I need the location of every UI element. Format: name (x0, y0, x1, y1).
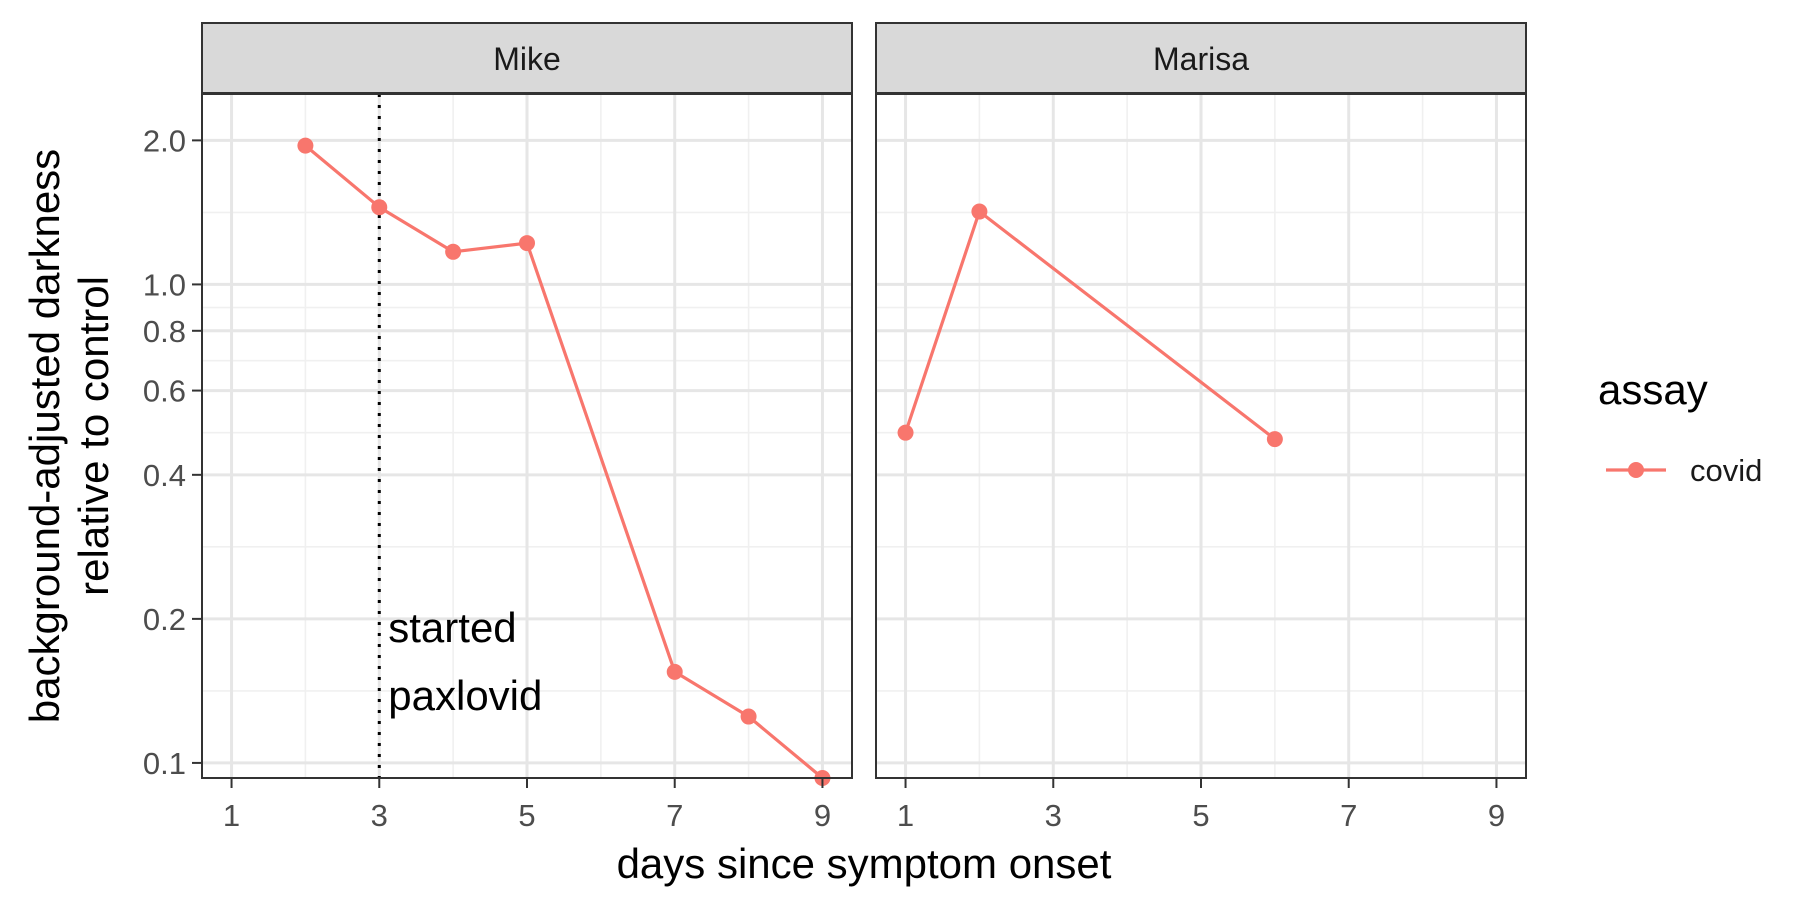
x-tick-label: 5 (1192, 798, 1209, 833)
legend-title: assay (1598, 366, 1708, 413)
x-axis-title: days since symptom onset (617, 840, 1112, 887)
y-tick-label: 0.4 (143, 458, 186, 493)
data-point (519, 235, 535, 252)
facet-strip-label: Marisa (1153, 41, 1249, 77)
facet-panel-marisa: Marisa 1 3 5 7 9 (875, 22, 1527, 833)
x-tick-label: 5 (518, 798, 535, 833)
x-tick-label: 7 (666, 798, 683, 833)
data-point (740, 708, 757, 725)
data-point (1266, 431, 1283, 448)
data-point (971, 203, 988, 220)
legend-label: covid (1690, 453, 1762, 488)
y-tick-label: 0.1 (143, 746, 186, 781)
data-point (897, 424, 914, 441)
data-point (666, 663, 683, 680)
y-tick-label: 1.0 (143, 267, 186, 302)
data-point (371, 199, 388, 216)
x-tick-label: 7 (1340, 798, 1357, 833)
x-tick-label: 9 (814, 798, 831, 833)
annotation-text: started (388, 604, 516, 651)
data-point (445, 243, 462, 260)
x-tick-label: 3 (1045, 798, 1062, 833)
x-tick-label: 9 (1488, 798, 1505, 833)
y-tick-label: 0.6 (143, 374, 186, 409)
facet-panel-mike: started paxlovid Mike 1 3 5 7 9 (201, 22, 853, 833)
data-point (297, 137, 314, 154)
facet-strip-label: Mike (493, 41, 561, 77)
x-tick-label: 1 (897, 798, 914, 833)
x-tick-label: 3 (371, 798, 388, 833)
y-axis-title: background-adjusted darkness (21, 149, 68, 723)
y-tick-label: 0.8 (143, 314, 186, 349)
x-tick-label: 1 (223, 798, 240, 833)
facet-strip (875, 22, 1527, 94)
y-axis-title: relative to control (70, 276, 117, 596)
legend: assay covid (1598, 366, 1762, 488)
y-tick-label: 2.0 (143, 123, 186, 158)
y-tick-label: 0.2 (143, 602, 186, 637)
facet-strip (201, 22, 853, 94)
annotation-text: paxlovid (388, 672, 542, 719)
legend-key-point (1628, 462, 1644, 478)
